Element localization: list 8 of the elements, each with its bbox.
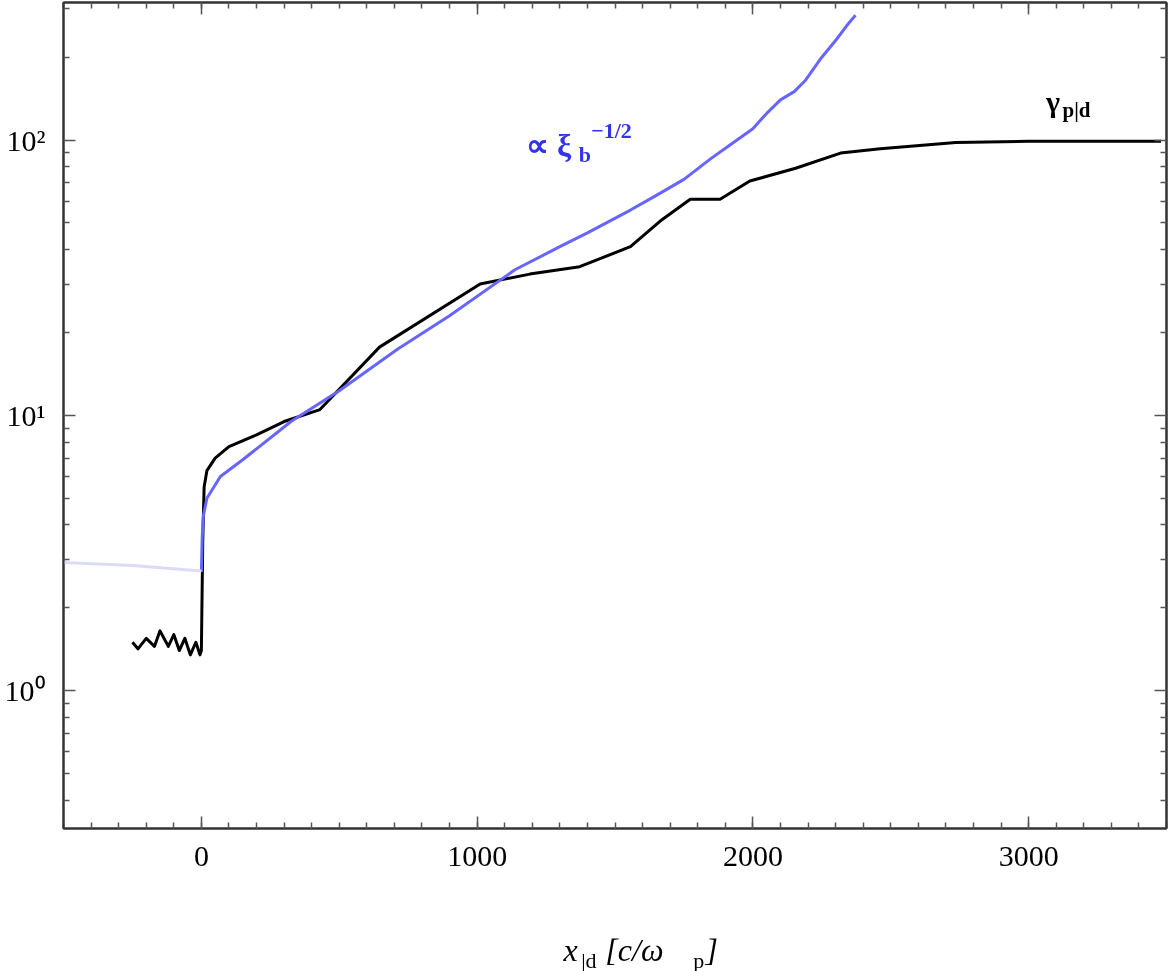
- x-tick-label: 2000: [722, 838, 783, 872]
- x-tick-label: 0: [193, 838, 209, 872]
- y-tick-label: 10¹: [6, 398, 46, 432]
- line-series: [199, 13, 857, 574]
- y-tick-label: 10⁰: [4, 674, 46, 708]
- x-tick-label: 1000: [447, 838, 508, 872]
- x-tick-label: 3000: [998, 838, 1059, 872]
- y-tick-label: 10²: [6, 123, 46, 157]
